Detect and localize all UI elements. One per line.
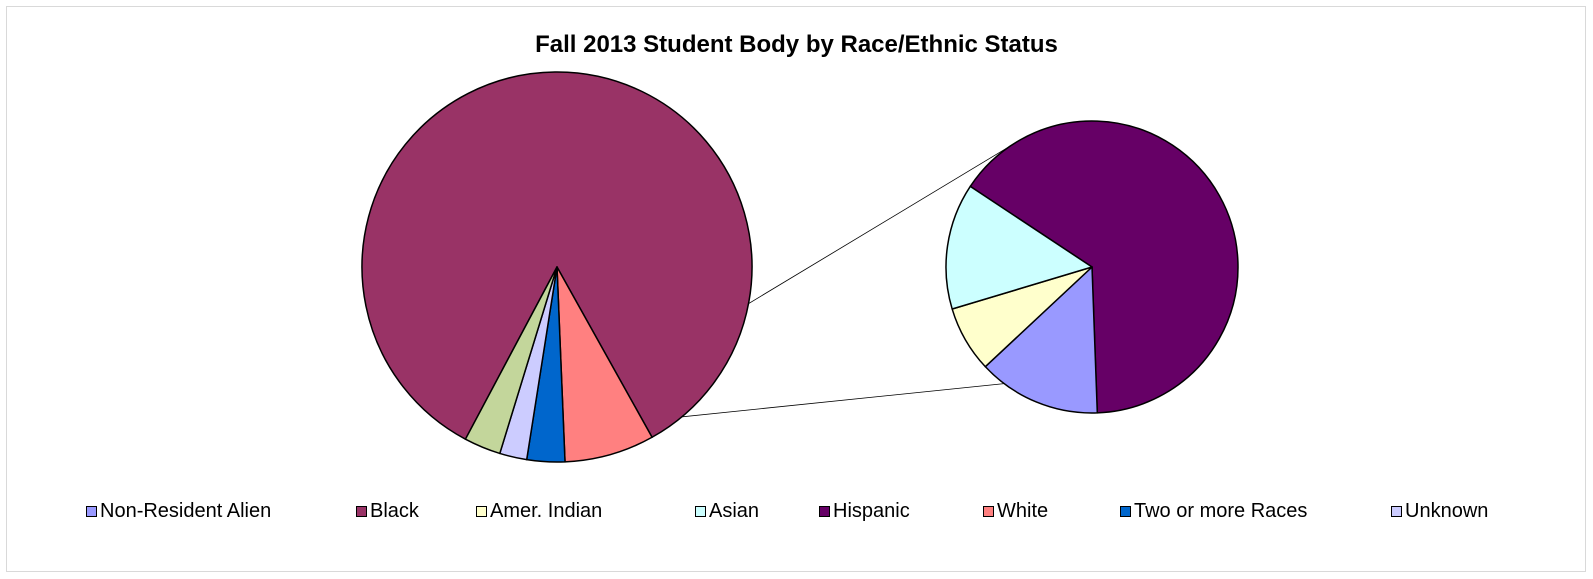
legend-label-unknown: Unknown [1405, 500, 1489, 522]
slice-other [464, 266, 558, 455]
main-pie [361, 71, 753, 463]
legend-label-black: Black [370, 500, 419, 522]
slice-asian [945, 185, 1093, 310]
secondary-pie [945, 120, 1239, 414]
legend-swatch-white [983, 506, 994, 517]
chart-area [6, 6, 1586, 572]
legend-item-black: Black [356, 500, 419, 523]
legend-item-amer-indian: Amer. Indian [476, 500, 602, 523]
slice-non-resident-alien [984, 266, 1099, 414]
legend-swatch-unknown [1391, 506, 1402, 517]
legend: Non-Resident Alien Black Amer. Indian Asian… [0, 500, 1593, 526]
legend-swatch-asian [695, 506, 706, 517]
legend-item-asian: Asian [695, 500, 759, 523]
legend-label-white: White [997, 500, 1049, 522]
legend-item-hispanic: Hispanic [819, 500, 910, 523]
legend-label-two-or-more-races: Two or more Races [1134, 500, 1308, 522]
slice-black [361, 71, 753, 440]
legend-item-unknown: Unknown [1391, 500, 1488, 523]
legend-swatch-non-resident-alien [86, 506, 97, 517]
legend-swatch-black [356, 506, 367, 517]
legend-swatch-amer-indian [476, 506, 487, 517]
legend-label-non-resident-alien: Non-Resident Alien [100, 500, 272, 522]
legend-label-amer-indian: Amer. Indian [490, 500, 603, 522]
legend-swatch-hispanic [819, 506, 830, 517]
legend-item-non-resident-alien: Non-Resident Alien [86, 500, 271, 523]
legend-swatch-two-or-more-races [1120, 506, 1131, 517]
legend-label-asian: Asian [709, 500, 760, 522]
chart-title: Fall 2013 Student Body by Race/Ethnic St… [535, 31, 1058, 58]
legend-item-two-or-more-races: Two or more Races [1120, 500, 1307, 523]
slice-hispanic [969, 120, 1239, 414]
legend-item-white: White [983, 500, 1048, 523]
legend-label-hispanic: Hispanic [833, 500, 910, 522]
